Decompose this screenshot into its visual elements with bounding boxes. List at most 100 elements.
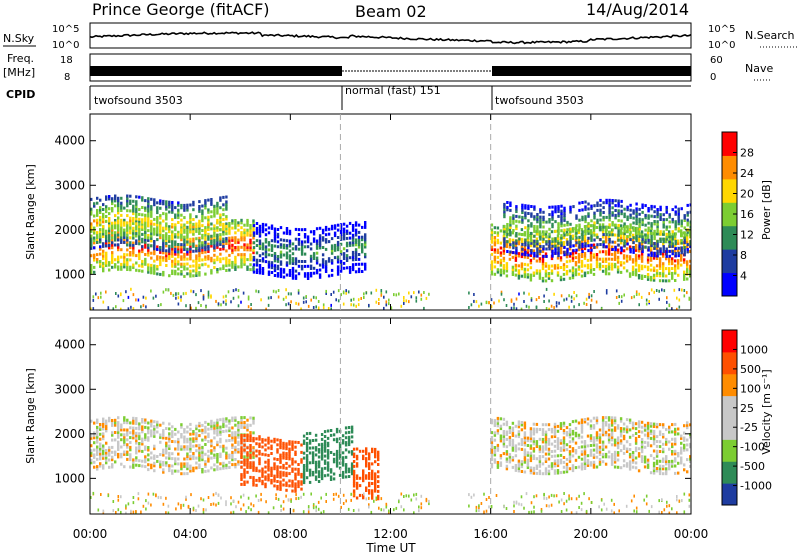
power-cell	[222, 265, 224, 268]
velocity-cell	[258, 477, 260, 480]
velocity-cell	[264, 453, 266, 456]
power-cell	[159, 256, 161, 259]
power-cell	[138, 264, 140, 267]
power-cell	[210, 210, 212, 213]
power-cell	[174, 228, 176, 231]
power-cell	[626, 243, 628, 246]
velocity-cell	[174, 470, 176, 473]
velocity-cell	[177, 438, 179, 441]
velocity-cell	[569, 467, 571, 470]
power-cell	[536, 306, 538, 309]
power-cell	[635, 227, 637, 230]
power-cell	[135, 269, 137, 272]
power-cell	[675, 247, 677, 250]
power-cell	[126, 248, 128, 251]
power-cell	[355, 263, 357, 266]
power-cell	[588, 296, 590, 299]
power-cell	[561, 294, 563, 297]
power-cell	[138, 242, 140, 245]
power-cell	[527, 254, 529, 257]
power-cell	[189, 231, 191, 234]
power-cell	[186, 226, 188, 229]
power-cell	[538, 296, 540, 299]
power-cell	[138, 208, 140, 211]
power-cell	[333, 291, 335, 294]
velocity-cell	[165, 442, 167, 445]
power-cell	[177, 233, 179, 236]
power-cell	[620, 205, 622, 208]
power-cell	[144, 199, 146, 202]
power-cell	[578, 253, 580, 256]
power-cell	[132, 205, 134, 208]
velocity-cell	[536, 428, 538, 431]
velocity-cell	[542, 438, 544, 441]
velocity-cell	[138, 442, 140, 445]
velocity-cell	[566, 443, 568, 446]
power-cell	[322, 236, 324, 239]
power-cell	[216, 256, 218, 259]
power-cell	[165, 227, 167, 230]
power-cell	[355, 238, 357, 241]
velocity-cell	[686, 443, 688, 446]
power-cell	[557, 264, 559, 267]
power-cell	[617, 209, 619, 212]
power-cell	[210, 269, 212, 272]
freq-label: Freq.	[7, 52, 34, 65]
velocity-cell	[252, 437, 254, 440]
power-cell	[614, 246, 616, 249]
power-cell	[111, 207, 113, 210]
power-cell	[298, 248, 300, 251]
power-cell	[331, 237, 333, 240]
power-cell	[500, 259, 502, 262]
power-cell	[114, 231, 116, 234]
power-cell	[200, 304, 202, 307]
velocity-cell	[593, 461, 595, 464]
power-cell	[256, 239, 258, 242]
velocity-cell	[686, 421, 688, 424]
power-cell	[292, 247, 294, 250]
power-cell	[665, 267, 667, 270]
velocity-cell	[683, 463, 685, 466]
power-cell	[497, 256, 499, 259]
velocity-cell	[117, 416, 119, 419]
velocity-cell	[126, 438, 128, 441]
power-cell	[111, 236, 113, 239]
power-cell	[141, 233, 143, 236]
power-cell	[180, 243, 182, 246]
velocity-cell	[96, 426, 98, 429]
velocity-cell	[581, 463, 583, 466]
power-cell	[530, 259, 532, 262]
velocity-cell	[635, 422, 637, 425]
power-cell	[536, 298, 538, 301]
velocity-cell	[554, 440, 556, 443]
power-cell	[225, 257, 227, 260]
velocity-cell	[563, 422, 565, 425]
power-cell	[243, 229, 245, 232]
velocity-cell	[500, 454, 502, 457]
power-cell	[593, 290, 595, 293]
power-cell	[156, 216, 158, 219]
velocity-cell	[536, 472, 538, 475]
velocity-cell	[213, 422, 215, 425]
power-cell	[569, 269, 571, 272]
power-cell	[364, 263, 366, 266]
power-cell	[533, 205, 535, 208]
power-cell	[93, 215, 95, 218]
power-cell	[350, 303, 352, 306]
velocity-cell	[240, 434, 242, 437]
velocity-cell	[557, 430, 559, 433]
power-cell	[105, 220, 107, 223]
velocity-cell	[264, 475, 266, 478]
power-cell	[331, 259, 333, 262]
velocity-cell	[500, 417, 502, 420]
power-cell	[608, 272, 610, 275]
power-cell	[280, 251, 282, 254]
power-cell	[638, 242, 640, 245]
power-cell	[310, 230, 312, 233]
power-cell	[240, 301, 242, 304]
velocity-cell	[512, 439, 514, 442]
power-cell	[590, 232, 592, 235]
power-cell	[515, 225, 517, 228]
power-cell	[403, 299, 405, 302]
power-cell	[337, 236, 339, 239]
